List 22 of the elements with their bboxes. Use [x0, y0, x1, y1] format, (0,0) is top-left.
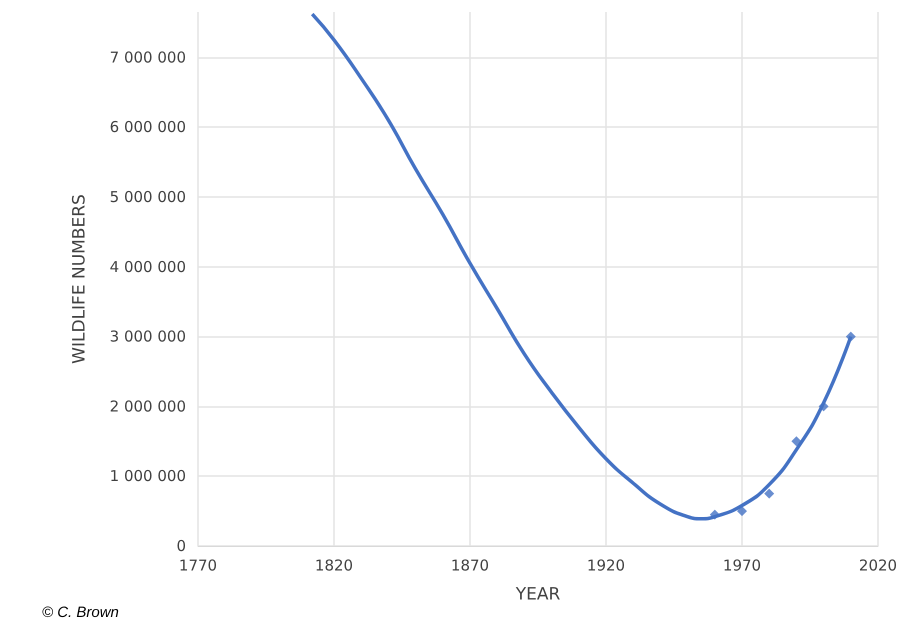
x-tick-label: 1970: [722, 556, 762, 574]
y-tick-label: 5 000 000: [110, 188, 186, 206]
x-tick-label: 1870: [450, 556, 490, 574]
x-tick-label: 1820: [314, 556, 354, 574]
y-tick-label: 2 000 000: [110, 397, 186, 416]
point: [737, 506, 747, 516]
y-tick-label: 4 000 000: [110, 258, 186, 276]
x-axis-title: YEAR: [514, 584, 560, 604]
point: [791, 436, 802, 446]
y-tick-label: 3 000 000: [110, 328, 186, 346]
y-tick-label: 0: [176, 537, 186, 555]
x-tick-label: 2020: [858, 556, 898, 574]
x-tick-label: 1770: [178, 556, 218, 574]
y-axis-title: WILDLIFE NUMBERS: [70, 194, 90, 364]
y-tick-label: 6 000 000: [110, 118, 186, 136]
text: © C. Brown: [42, 604, 119, 621]
point: [710, 510, 720, 520]
x-tick-label: 1920: [586, 556, 626, 574]
y-tick-label: 1 000 000: [110, 467, 186, 486]
point: [846, 332, 856, 342]
y-tick-label: 7 000 000: [110, 48, 186, 66]
point: [764, 488, 774, 499]
